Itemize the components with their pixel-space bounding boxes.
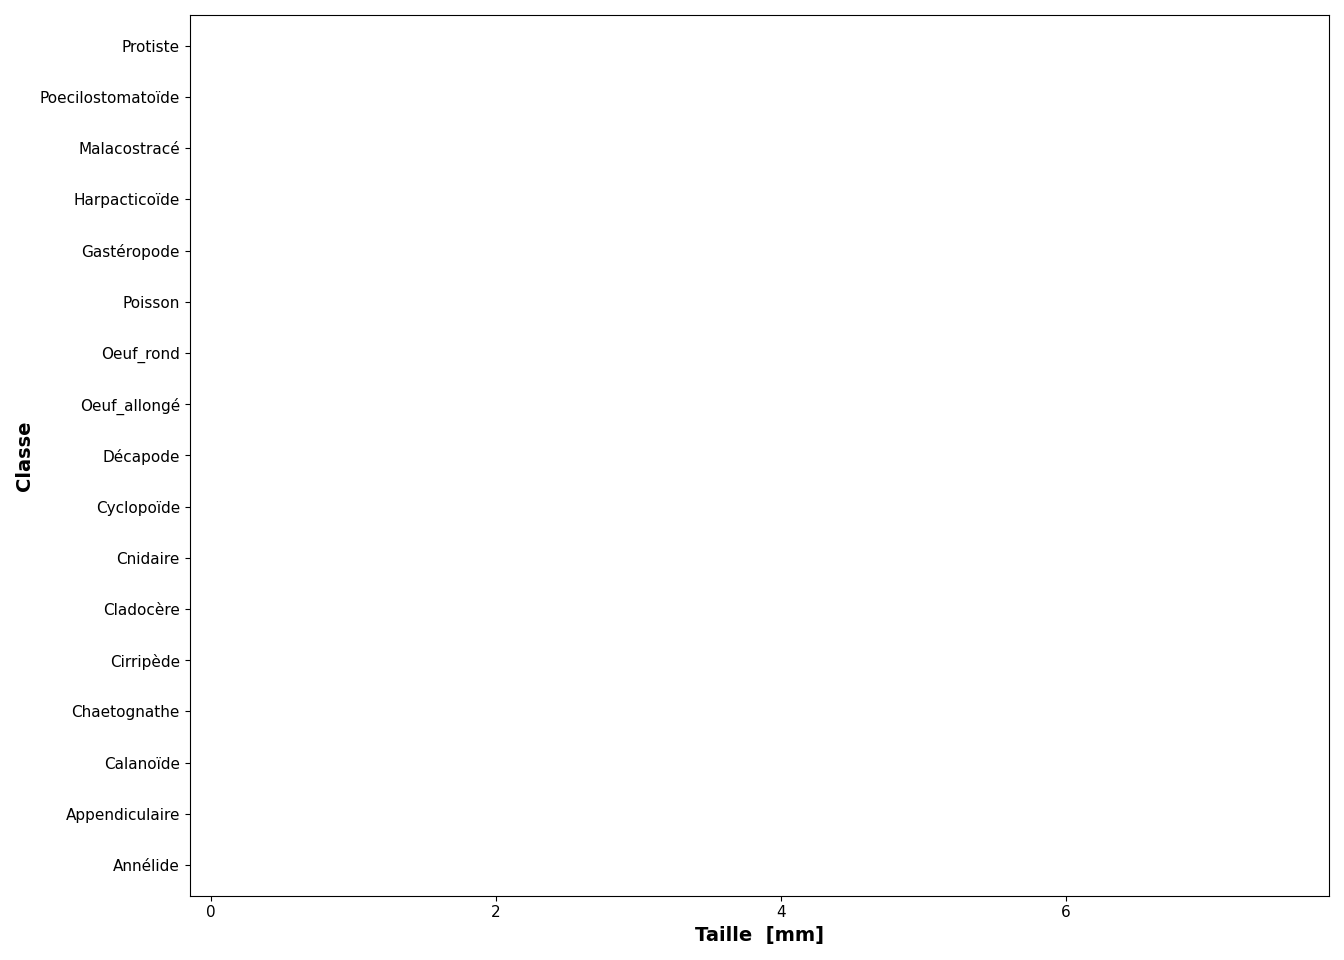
X-axis label: Taille  [mm]: Taille [mm] (695, 926, 824, 945)
Y-axis label: Classe: Classe (15, 420, 34, 491)
